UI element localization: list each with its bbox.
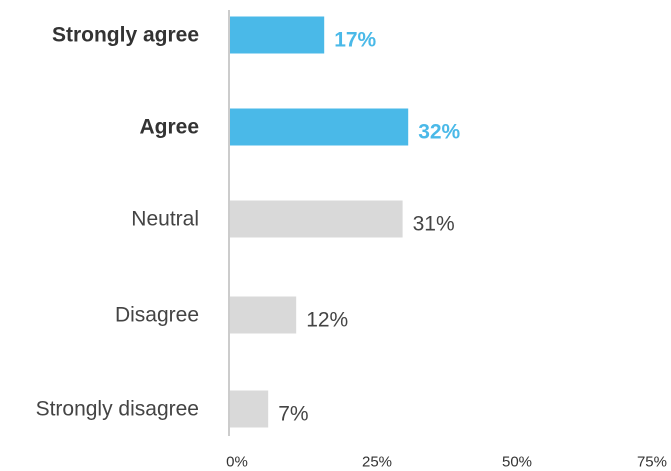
value-labels: 17% 32% 31% 12% 7% bbox=[278, 29, 460, 426]
bar-4 bbox=[229, 390, 269, 428]
x-tick-label-2: 50% bbox=[502, 454, 532, 471]
category-label-0: Strongly agree bbox=[52, 24, 199, 47]
bar-2 bbox=[229, 200, 403, 238]
value-label-2: 31% bbox=[413, 213, 455, 236]
x-tick-labels: 0% 25% 50% 75% bbox=[226, 454, 667, 471]
bars-group bbox=[229, 16, 409, 428]
x-tick-label-0: 0% bbox=[226, 454, 248, 471]
x-tick-label-1: 25% bbox=[362, 454, 392, 471]
bar-3 bbox=[229, 296, 297, 334]
category-labels: Strongly agree Agree Neutral Disagree Strong… bbox=[36, 24, 199, 421]
x-tick-label-3: 75% bbox=[637, 454, 667, 471]
category-label-3: Disagree bbox=[115, 304, 199, 327]
category-label-2: Neutral bbox=[131, 208, 199, 231]
bar-0 bbox=[229, 16, 325, 54]
value-label-0: 17% bbox=[334, 29, 376, 52]
value-label-3: 12% bbox=[306, 309, 348, 332]
value-label-4: 7% bbox=[278, 403, 308, 426]
category-label-1: Agree bbox=[139, 116, 199, 139]
category-label-4: Strongly disagree bbox=[36, 398, 199, 421]
bar-1 bbox=[229, 108, 409, 146]
value-label-1: 32% bbox=[418, 121, 460, 144]
